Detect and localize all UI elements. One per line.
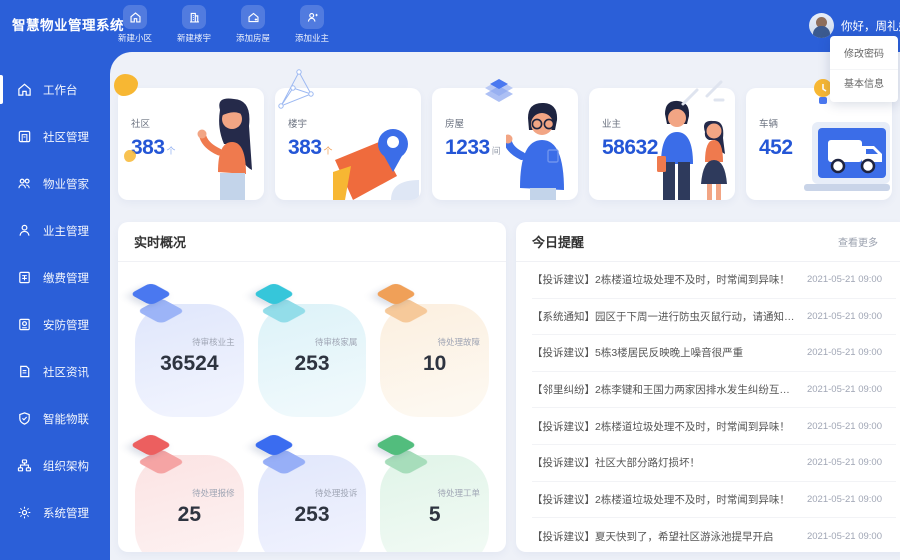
realtime-panel-title: 实时概况 xyxy=(134,235,187,250)
tile-pending-owner-review[interactable]: 待审核业主 36524 xyxy=(128,278,251,421)
reminder-item[interactable]: 【系统通知】园区于下周一进行防虫灭鼠行动，请通知业主！ 2021-05-21 0… xyxy=(532,299,896,336)
stat-value: 452 xyxy=(759,136,793,159)
stat-card-vehicle[interactable]: 车辆 452 xyxy=(746,79,892,200)
user-add-icon xyxy=(300,5,324,29)
reminder-item[interactable]: 【邻里纠纷】2栋李键和王国力两家因排水发生纠纷互不相让 2021-05-21 0… xyxy=(532,372,896,409)
stat-cards-row: 社区 383 个 楼宇 383 个 xyxy=(114,69,892,200)
reminders-list: 【投诉建议】2栋楼道垃圾处理不及时，时常闻到异味！ 2021-05-21 09:… xyxy=(516,262,900,552)
user-greeting: 你好，周礼娟 xyxy=(841,20,900,33)
sidebar-item-org-structure[interactable]: 组织架构 xyxy=(0,442,110,489)
stat-value: 383 个 xyxy=(288,136,333,159)
iso-cube-decoration xyxy=(485,79,513,102)
constellation-decoration xyxy=(278,69,314,109)
sidebar-item-payment-mgmt[interactable]: 缴费管理 xyxy=(0,254,110,301)
home-icon xyxy=(18,83,31,96)
stat-value: 58632 xyxy=(602,136,658,159)
sidebar-item-community-news[interactable]: 社区资讯 xyxy=(0,348,110,395)
sidebar-item-system-mgmt[interactable]: 系统管理 xyxy=(0,489,110,536)
stat-card-house[interactable]: 房屋 1233 间 xyxy=(432,79,578,200)
iot-shield-icon xyxy=(19,412,30,425)
stat-value: 383 个 xyxy=(131,136,176,159)
stat-label: 社区 xyxy=(131,119,151,130)
complaint-icon xyxy=(252,427,313,483)
reminders-panel-title: 今日提醒 xyxy=(532,235,585,250)
reminder-item[interactable]: 【投诉建议】社区大部分路灯损坏！ 2021-05-21 09:00 xyxy=(532,445,896,482)
stat-value: 1233 间 xyxy=(445,136,501,159)
stat-label: 楼宇 xyxy=(288,119,308,130)
basic-info-menu-item[interactable]: 基本信息 xyxy=(830,69,898,98)
top-header-bar: 智慧物业管理系统 新建小区 新建楼宇 添加房屋 添加业主 xyxy=(0,0,900,102)
workorder-icon xyxy=(375,427,435,483)
header-quick-actions: 新建小区 新建楼宇 添加房屋 添加业主 xyxy=(112,5,335,44)
news-icon xyxy=(20,365,30,378)
reminder-item[interactable]: 【投诉建议】2栋楼道垃圾处理不及时，时常闻到异味！ 2021-05-21 09:… xyxy=(532,262,896,299)
sidebar-item-community-mgmt[interactable]: 社区管理 xyxy=(0,113,110,160)
sidebar-nav: 工作台 社区管理 物业管家 业主管理 缴费管理 安防管理 社区资讯 智能物联 组… xyxy=(0,52,110,560)
security-icon xyxy=(19,318,30,331)
view-more-link[interactable]: 查看更多 xyxy=(838,238,878,249)
stat-card-owner[interactable]: 业主 58632 xyxy=(589,80,735,200)
reminder-item[interactable]: 【投诉建议】夏天快到了，希望社区游泳池提早开启 2021-05-21 09:00 xyxy=(532,530,882,543)
stat-unit: 个 xyxy=(166,146,176,156)
reminder-item[interactable]: 【投诉建议】5栋3楼居民反映晚上噪音很严重 2021-05-21 09:00 xyxy=(532,335,896,372)
butler-icon xyxy=(18,178,30,189)
layers-icon xyxy=(375,276,435,332)
sidebar-item-smart-iot[interactable]: 智能物联 xyxy=(0,395,110,442)
family-icon xyxy=(252,276,313,332)
stamp-icon xyxy=(129,276,190,332)
stat-unit: 个 xyxy=(323,146,333,156)
yellow-blob-decoration xyxy=(124,150,136,162)
truck-screen-illustration xyxy=(804,122,890,191)
tile-pending-repairs[interactable]: 待处理报修 25 xyxy=(128,429,251,552)
home-icon xyxy=(123,5,147,29)
reminder-item[interactable]: 【投诉建议】2栋楼道垃圾处理不及时，时常闻到异味！ 2021-05-21 09:… xyxy=(532,482,896,519)
yellow-blob-decoration xyxy=(114,74,138,96)
tile-pending-complaints[interactable]: 待处理投诉 253 xyxy=(251,429,374,552)
user-area: 你好，周礼娟 xyxy=(809,13,900,38)
house-add-icon xyxy=(241,5,265,29)
building-icon xyxy=(182,5,206,29)
wrench-icon xyxy=(129,427,190,483)
tools-decoration xyxy=(681,80,725,106)
tile-pending-family-review[interactable]: 待审核家属 253 xyxy=(251,278,374,421)
org-chart-icon xyxy=(17,459,32,472)
sidebar-item-security-mgmt[interactable]: 安防管理 xyxy=(0,301,110,348)
add-house-button[interactable]: 添加房屋 xyxy=(230,5,276,44)
community-icon xyxy=(18,130,31,143)
couple-illustration xyxy=(657,100,727,200)
realtime-overview-panel: 实时概况 待审核业主 36524 待审核家属 253 待处理故障 10 xyxy=(118,222,506,552)
sidebar-item-workbench[interactable]: 工作台 xyxy=(0,66,110,113)
owner-icon xyxy=(19,224,30,236)
new-building-button[interactable]: 新建楼宇 xyxy=(171,5,217,44)
stat-card-building[interactable]: 楼宇 383 个 xyxy=(275,69,421,200)
user-dropdown-menu: 修改密码 基本信息 xyxy=(830,36,898,102)
tile-pending-faults[interactable]: 待处理故障 10 xyxy=(373,278,496,421)
user-avatar[interactable] xyxy=(809,13,834,38)
sidebar-item-property-butler[interactable]: 物业管家 xyxy=(0,160,110,207)
new-community-button[interactable]: 新建小区 xyxy=(112,5,158,44)
payment-icon xyxy=(19,271,30,284)
stat-unit: 间 xyxy=(491,146,501,156)
app-title: 智慧物业管理系统 xyxy=(12,18,124,33)
community-illustration xyxy=(197,98,252,200)
stat-label: 房屋 xyxy=(445,119,465,130)
sidebar-item-owner-mgmt[interactable]: 业主管理 xyxy=(0,207,110,254)
change-password-menu-item[interactable]: 修改密码 xyxy=(844,49,884,60)
stat-label: 车辆 xyxy=(759,119,779,130)
man-illustration xyxy=(506,102,564,200)
today-reminders-panel: 今日提醒 查看更多 【投诉建议】2栋楼道垃圾处理不及时，时常闻到异味！ 2021… xyxy=(516,222,900,552)
main-content: 社区 383 个 楼宇 383 个 xyxy=(110,52,900,560)
tile-pending-workorders[interactable]: 待处理工单 5 xyxy=(373,429,496,552)
stat-card-community[interactable]: 社区 383 个 xyxy=(114,74,264,200)
realtime-tiles-grid: 待审核业主 36524 待审核家属 253 待处理故障 10 待处理报修 25 xyxy=(118,262,506,552)
lightbulb-decoration xyxy=(814,79,832,104)
stat-label: 业主 xyxy=(602,119,622,130)
gear-icon xyxy=(18,506,31,519)
add-owner-button[interactable]: 添加业主 xyxy=(289,5,335,44)
map-pin-illustration xyxy=(333,129,419,200)
reminder-item[interactable]: 【投诉建议】2栋楼道垃圾处理不及时，时常闻到异味！ 2021-05-21 09:… xyxy=(532,408,896,445)
